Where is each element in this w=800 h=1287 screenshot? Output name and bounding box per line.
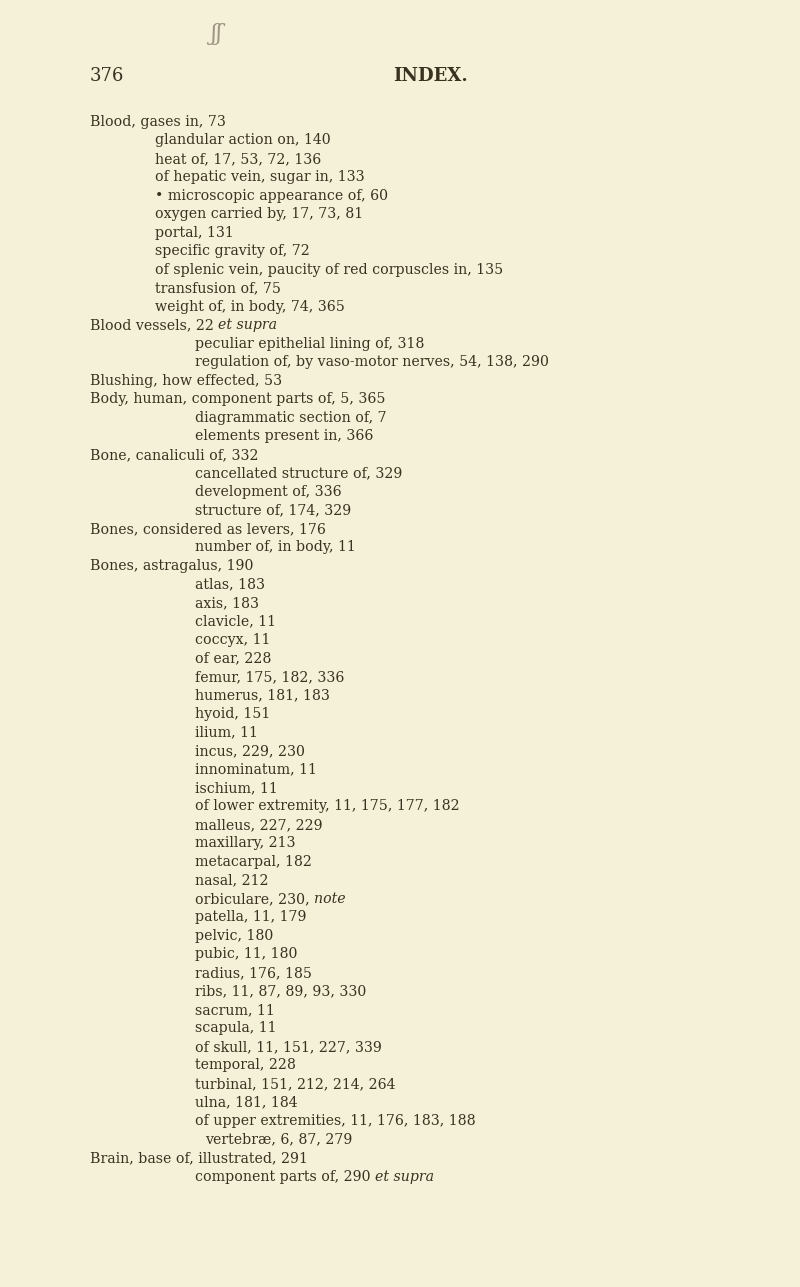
Text: malleus, 227, 229: malleus, 227, 229	[195, 819, 322, 831]
Text: coccyx, 11: coccyx, 11	[195, 633, 270, 647]
Text: maxillary, 213: maxillary, 213	[195, 837, 295, 851]
Text: of splenic vein, paucity of red corpuscles in, 135: of splenic vein, paucity of red corpuscl…	[155, 263, 503, 277]
Text: sacrum, 11: sacrum, 11	[195, 1003, 274, 1017]
Text: Blushing, how effected, 53: Blushing, how effected, 53	[90, 375, 282, 387]
Text: turbinal, 151, 212, 214, 264: turbinal, 151, 212, 214, 264	[195, 1077, 395, 1091]
Text: incus, 229, 230: incus, 229, 230	[195, 744, 305, 758]
Text: pubic, 11, 180: pubic, 11, 180	[195, 947, 298, 961]
Text: axis, 183: axis, 183	[195, 596, 259, 610]
Text: clavicle, 11: clavicle, 11	[195, 614, 276, 628]
Text: Body, human, component parts of, 5, 365: Body, human, component parts of, 5, 365	[90, 393, 386, 407]
Text: of skull, 11, 151, 227, 339: of skull, 11, 151, 227, 339	[195, 1040, 382, 1054]
Text: Bone, canaliculi of, 332: Bone, canaliculi of, 332	[90, 448, 258, 462]
Text: INDEX.: INDEX.	[393, 67, 467, 85]
Text: note: note	[314, 892, 346, 906]
Text: oxygen carried by, 17, 73, 81: oxygen carried by, 17, 73, 81	[155, 207, 363, 221]
Text: nasal, 212: nasal, 212	[195, 874, 269, 888]
Text: ʃʃ: ʃʃ	[210, 23, 222, 45]
Text: et supra: et supra	[375, 1170, 434, 1184]
Text: regulation of, by vaso-motor nerves, 54, 138, 290: regulation of, by vaso-motor nerves, 54,…	[195, 355, 549, 369]
Text: of hepatic vein, sugar in, 133: of hepatic vein, sugar in, 133	[155, 170, 365, 184]
Text: femur, 175, 182, 336: femur, 175, 182, 336	[195, 671, 344, 683]
Text: glandular action on, 140: glandular action on, 140	[155, 134, 330, 148]
Text: vertebræ, 6, 87, 279: vertebræ, 6, 87, 279	[205, 1133, 352, 1147]
Text: pelvic, 180: pelvic, 180	[195, 929, 274, 943]
Text: portal, 131: portal, 131	[155, 227, 234, 239]
Text: 376: 376	[90, 67, 124, 85]
Text: orbiculare, 230,: orbiculare, 230,	[195, 892, 314, 906]
Text: of upper extremities, 11, 176, 183, 188: of upper extremities, 11, 176, 183, 188	[195, 1115, 476, 1127]
Text: patella, 11, 179: patella, 11, 179	[195, 910, 306, 924]
Text: scapula, 11: scapula, 11	[195, 1022, 277, 1036]
Text: Bones, considered as levers, 176: Bones, considered as levers, 176	[90, 523, 326, 535]
Text: • microscopic appearance of, 60: • microscopic appearance of, 60	[155, 189, 388, 203]
Text: radius, 176, 185: radius, 176, 185	[195, 967, 312, 979]
Text: peculiar epithelial lining of, 318: peculiar epithelial lining of, 318	[195, 337, 424, 351]
Text: innominatum, 11: innominatum, 11	[195, 762, 317, 776]
Text: ribs, 11, 87, 89, 93, 330: ribs, 11, 87, 89, 93, 330	[195, 985, 366, 999]
Text: transfusion of, 75: transfusion of, 75	[155, 282, 281, 296]
Text: of ear, 228: of ear, 228	[195, 651, 271, 665]
Text: humerus, 181, 183: humerus, 181, 183	[195, 689, 330, 703]
Text: et supra: et supra	[218, 318, 278, 332]
Text: elements present in, 366: elements present in, 366	[195, 430, 374, 444]
Text: atlas, 183: atlas, 183	[195, 578, 265, 592]
Text: specific gravity of, 72: specific gravity of, 72	[155, 245, 310, 259]
Text: number of, in body, 11: number of, in body, 11	[195, 541, 356, 555]
Text: temporal, 228: temporal, 228	[195, 1058, 296, 1072]
Text: ulna, 181, 184: ulna, 181, 184	[195, 1095, 298, 1109]
Text: diagrammatic section of, 7: diagrammatic section of, 7	[195, 411, 386, 425]
Text: metacarpal, 182: metacarpal, 182	[195, 855, 312, 869]
Text: Brain, base of, illustrated, 291: Brain, base of, illustrated, 291	[90, 1151, 308, 1165]
Text: structure of, 174, 329: structure of, 174, 329	[195, 503, 351, 517]
Text: weight of, in body, 74, 365: weight of, in body, 74, 365	[155, 300, 345, 314]
Text: development of, 336: development of, 336	[195, 485, 342, 499]
Text: component parts of, 290: component parts of, 290	[195, 1170, 375, 1184]
Text: Bones, astragalus, 190: Bones, astragalus, 190	[90, 559, 254, 573]
Text: Blood, gases in, 73: Blood, gases in, 73	[90, 115, 226, 129]
Text: heat of, 17, 53, 72, 136: heat of, 17, 53, 72, 136	[155, 152, 322, 166]
Text: ischium, 11: ischium, 11	[195, 781, 278, 795]
Text: ilium, 11: ilium, 11	[195, 726, 258, 740]
Text: Blood vessels, 22: Blood vessels, 22	[90, 318, 218, 332]
Text: hyoid, 151: hyoid, 151	[195, 707, 270, 721]
Text: cancellated structure of, 329: cancellated structure of, 329	[195, 466, 402, 480]
Text: of lower extremity, 11, 175, 177, 182: of lower extremity, 11, 175, 177, 182	[195, 799, 460, 813]
